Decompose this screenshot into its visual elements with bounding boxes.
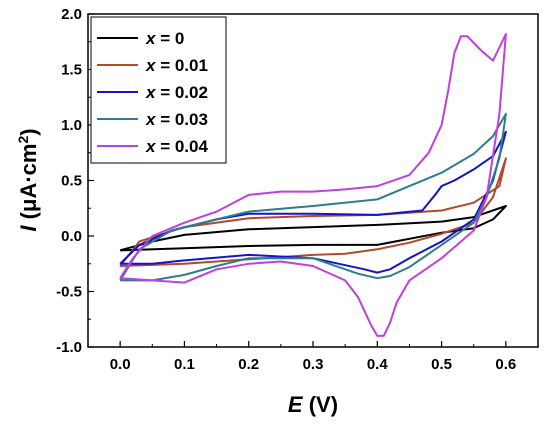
legend-label-0: x = 0: [145, 29, 184, 48]
legend-label-1: x = 0.01: [145, 56, 208, 75]
x-axis-ticks: 0.0 0.1 0.2 0.3 0.4 0.5 0.6: [87, 341, 516, 373]
legend-label-4: x = 0.04: [145, 137, 208, 156]
series-line-4: [119, 33, 507, 337]
series-line-1: [119, 157, 507, 267]
legend-label-2: x = 0.02: [145, 83, 208, 102]
y-tick-label: 0.0: [61, 228, 82, 245]
x-tick-label: 0.5: [431, 356, 452, 373]
series-layer: [119, 33, 507, 337]
y-tick-label: -0.5: [56, 284, 82, 301]
legend: x = 0 x = 0.01 x = 0.02 x = 0.03 x = 0.04: [90, 16, 227, 164]
x-tick-label: 0.3: [303, 356, 324, 373]
y-tick-label: 1.5: [61, 62, 82, 79]
x-tick-label: 0.2: [238, 356, 259, 373]
y-tick-label: 1.0: [61, 117, 82, 134]
legend-box: [90, 16, 227, 164]
y-axis-ticks: -1.0 -0.5 0.0 0.5 1.0 1.5 2.0: [56, 6, 94, 356]
x-tick-label: 0.4: [367, 356, 389, 373]
legend-label-3: x = 0.03: [145, 110, 208, 129]
y-tick-label: 0.5: [61, 173, 82, 190]
x-tick-label: 0.0: [110, 356, 131, 373]
legend-entries: x = 0 x = 0.01 x = 0.02 x = 0.03 x = 0.04: [97, 29, 208, 156]
y-axis-title: I (μA·cm2): [15, 128, 41, 231]
x-tick-label: 0.6: [495, 356, 516, 373]
x-axis-title: E (V): [288, 392, 338, 417]
y-tick-label: 2.0: [61, 6, 82, 23]
x-tick-label: 0.1: [174, 356, 195, 373]
series-line-0: [119, 205, 507, 252]
series-line-2: [119, 130, 507, 274]
y-tick-label: -1.0: [56, 339, 82, 356]
series-line-3: [119, 112, 507, 282]
